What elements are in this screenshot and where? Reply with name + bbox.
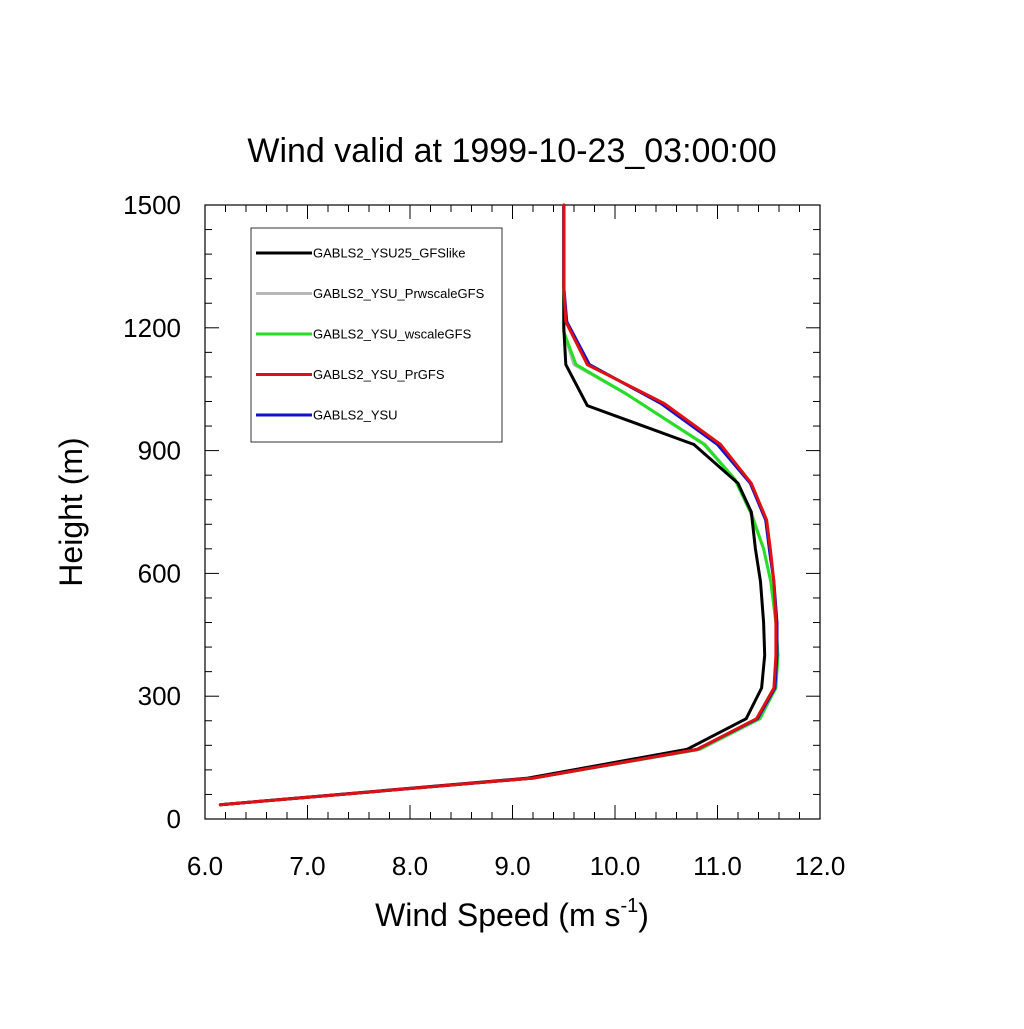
- chart-title: Wind valid at 1999-10-23_03:00:00: [247, 132, 776, 170]
- y-tick-label: 0: [167, 804, 181, 834]
- x-axis-label-exponent: -1: [620, 895, 638, 917]
- x-axis-label: Wind Speed (m s-1): [375, 895, 649, 933]
- x-tick-label: 7.0: [289, 851, 325, 881]
- x-tick-label: 6.0: [187, 851, 223, 881]
- x-axis-label-close: ): [638, 897, 649, 933]
- legend-label: GABLS2_YSU_wscaleGFS: [313, 327, 472, 342]
- y-tick-label: 1500: [123, 190, 181, 220]
- x-axis-label-main: Wind Speed (m s: [375, 897, 620, 933]
- x-tick-label: 8.0: [392, 851, 428, 881]
- series-line-gabls2-ysu-prgfs: [218, 203, 778, 807]
- y-tick-label: 600: [138, 558, 181, 588]
- y-tick-label: 1200: [123, 313, 181, 343]
- y-axis: 0 300 600 900 1200 1500: [123, 190, 820, 834]
- legend: GABLS2_YSU25_GFSlike GABLS2_YSU_PrwscaleG…: [250, 227, 503, 443]
- x-tick-label: 11.0: [693, 851, 742, 881]
- y-tick-label: 300: [138, 681, 181, 711]
- x-tick-label: 12.0: [795, 851, 846, 881]
- series-line-gabls2-ysu25-gfslike: [218, 203, 767, 807]
- x-axis: 6.0 7.0 8.0 9.0 10.0 11.0 12.0: [187, 205, 845, 881]
- legend-label: GABLS2_YSU_PrGFS: [313, 367, 445, 382]
- y-tick-label: 900: [138, 436, 181, 466]
- legend-label: GABLS2_YSU_PrwscaleGFS: [313, 286, 485, 301]
- x-tick-label: 10.0: [590, 851, 641, 881]
- y-axis-label: Height (m): [53, 437, 89, 586]
- legend-label: GABLS2_YSU25_GFSlike: [313, 246, 465, 261]
- legend-label: GABLS2_YSU: [313, 408, 398, 423]
- series-lines: [218, 203, 780, 807]
- x-tick-label: 9.0: [494, 851, 530, 881]
